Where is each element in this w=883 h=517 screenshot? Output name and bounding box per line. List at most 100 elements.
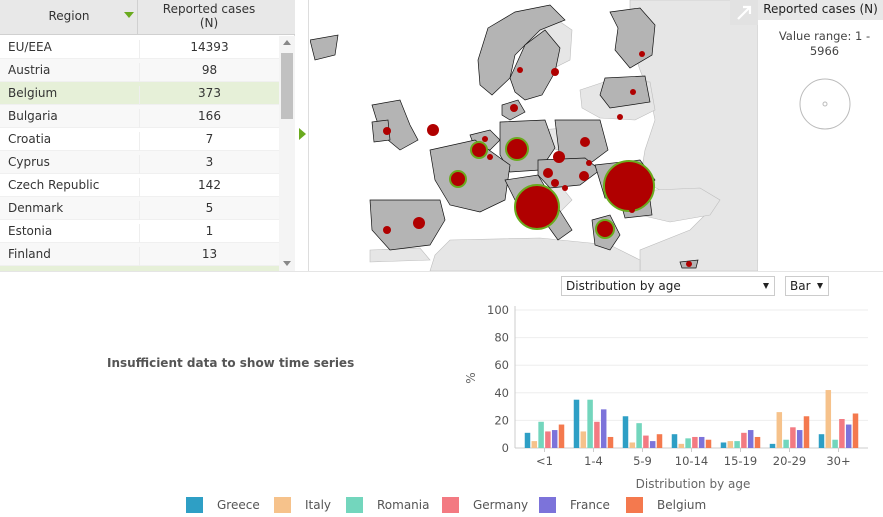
bar-romania-6[interactable] (832, 439, 838, 448)
bar-italy-1[interactable] (580, 431, 587, 448)
chart-bars (524, 390, 859, 449)
table-scrollbar[interactable] (279, 36, 295, 271)
bar-greece-1[interactable] (573, 399, 580, 448)
scroll-down-arrow-icon[interactable] (283, 261, 291, 266)
bar-france-0[interactable] (551, 430, 558, 448)
bar-france-3[interactable] (698, 436, 705, 448)
bar-greece-2[interactable] (622, 416, 629, 448)
bar-germany-6[interactable] (839, 419, 845, 448)
expand-map-button[interactable] (730, 0, 758, 25)
bar-romania-3[interactable] (685, 438, 691, 448)
bubble-france (449, 170, 467, 188)
bar-belgium-6[interactable] (852, 413, 859, 449)
distribution-select[interactable]: Distribution by age (561, 276, 775, 296)
cases-cell: 3 (139, 155, 279, 177)
iberia-shape (369, 199, 446, 251)
collapse-table-handle[interactable] (296, 0, 309, 271)
bubble-germany (505, 137, 529, 161)
region-cell: Finland (8, 247, 51, 261)
bar-germany-0[interactable] (545, 431, 551, 448)
region-cell: Austria (8, 63, 51, 77)
distribution-select-value: Distribution by age (566, 279, 681, 293)
dropdown-arrow-icon[interactable] (763, 283, 769, 289)
bar-romania-2[interactable] (636, 423, 642, 448)
bar-romania-4[interactable] (734, 441, 740, 448)
bubble-greece (595, 219, 615, 239)
bar-italy-2[interactable] (629, 442, 636, 448)
bar-belgium-4[interactable] (754, 436, 761, 448)
bar-greece-4[interactable] (720, 442, 727, 448)
map-legend-panel: Reported cases (N) Value range: 1 - 5966 (758, 0, 883, 271)
chart-legend: Greece Italy Romania Germany France Belgium (186, 496, 746, 514)
bar-france-2[interactable] (649, 441, 656, 448)
ireland-shape (371, 119, 391, 143)
map-svg[interactable] (310, 0, 758, 271)
region-column-header[interactable]: Region (0, 0, 138, 35)
table-row[interactable]: Austria 98 (0, 59, 279, 85)
bar-italy-6[interactable] (825, 390, 832, 448)
table-row[interactable]: Estonia 1 (0, 220, 279, 246)
bar-germany-1[interactable] (594, 421, 600, 448)
bar-greece-6[interactable] (818, 434, 825, 448)
bar-greece-5[interactable] (769, 443, 776, 448)
bar-italy-5[interactable] (776, 412, 783, 448)
sort-arrow-icon[interactable] (124, 12, 134, 18)
table-row[interactable]: Belgium 373 (0, 82, 279, 108)
bar-france-6[interactable] (845, 424, 852, 448)
baltic-shape (599, 75, 651, 109)
bar-france-4[interactable] (747, 430, 754, 448)
scroll-up-arrow-icon[interactable] (283, 40, 291, 45)
bar-germany-5[interactable] (790, 427, 796, 448)
scroll-thumb[interactable] (281, 53, 293, 119)
bar-belgium-5[interactable] (803, 416, 810, 448)
time-series-message: Insufficient data to show time series (107, 356, 355, 370)
table-row[interactable]: Czech Republic 142 (0, 174, 279, 200)
table-row[interactable]: Finland 13 (0, 243, 279, 269)
bar-greece-0[interactable] (524, 432, 531, 448)
table-row[interactable]: Cyprus 3 (0, 151, 279, 177)
cases-column-header[interactable]: Reported cases (N) (139, 2, 279, 30)
bar-italy-4[interactable] (727, 441, 734, 448)
region-cell: Belgium (8, 86, 58, 100)
table-row-partial[interactable] (0, 266, 279, 272)
table-row[interactable]: Denmark 5 (0, 197, 279, 223)
bar-romania-5[interactable] (783, 439, 789, 448)
x-axis-label: Distribution by age (636, 477, 751, 491)
cases-cell: 14393 (139, 40, 279, 62)
bar-greece-3[interactable] (671, 434, 678, 448)
collapse-arrow-icon[interactable] (299, 128, 306, 140)
bar-germany-4[interactable] (741, 432, 747, 448)
bar-italy-0[interactable] (531, 441, 538, 448)
x-tick-label: 5-9 (633, 454, 652, 468)
table-row[interactable]: Bulgaria 166 (0, 105, 279, 131)
y-tick-label: 20 (494, 413, 509, 427)
bar-france-5[interactable] (796, 430, 803, 448)
bar-belgium-3[interactable] (705, 439, 712, 448)
bar-germany-3[interactable] (692, 436, 698, 448)
region-cell: Denmark (8, 201, 64, 215)
bar-romania-0[interactable] (538, 421, 544, 448)
bar-italy-3[interactable] (678, 443, 685, 448)
bar-belgium-2[interactable] (656, 434, 663, 448)
legend-label: France (570, 498, 610, 512)
chart-type-select[interactable]: Bar (785, 276, 829, 296)
table-row[interactable]: Croatia 7 (0, 128, 279, 154)
table-row[interactable]: EU/EEA 14393 (0, 36, 279, 62)
cases-cell: 373 (139, 86, 279, 108)
dropdown-arrow-icon[interactable] (817, 283, 823, 289)
expand-icon[interactable] (730, 0, 758, 25)
bar-belgium-0[interactable] (558, 424, 565, 448)
legend-swatch (626, 497, 643, 513)
bubble-italy (514, 184, 560, 230)
legend-swatch (539, 497, 556, 513)
bar-france-1[interactable] (600, 409, 607, 448)
bar-belgium-1[interactable] (607, 436, 614, 448)
europe-map[interactable] (310, 0, 758, 271)
legend-swatch (346, 497, 363, 513)
region-cell: Czech Republic (8, 178, 100, 192)
bar-germany-2[interactable] (643, 435, 649, 448)
y-axis-ticks: 0 20 40 60 80 100 (487, 303, 509, 455)
cases-cell: 142 (139, 178, 279, 200)
bar-romania-1[interactable] (587, 399, 593, 448)
